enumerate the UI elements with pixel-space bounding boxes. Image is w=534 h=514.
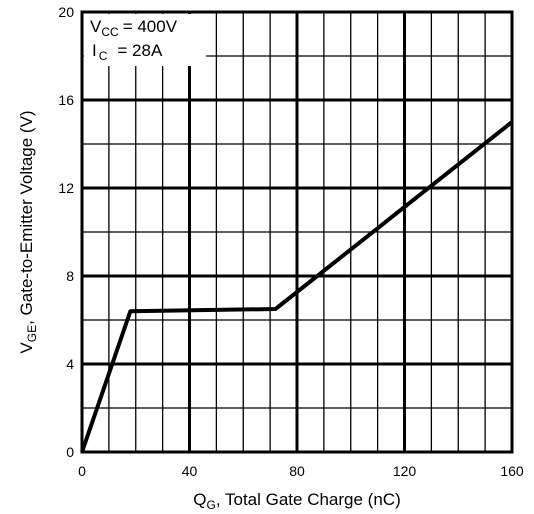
y-tick-label: 0 (66, 444, 74, 460)
x-tick-label: 80 (289, 463, 305, 479)
x-tick-label: 120 (393, 463, 417, 479)
y-tick-label: 4 (66, 356, 74, 372)
plot-frame (80, 10, 514, 454)
y-tick-label: 20 (58, 4, 74, 20)
annotation-box: VCC = 400V I C = 28A (84, 14, 206, 66)
ic-annotation: I C = 28A (92, 41, 163, 63)
annotation-background (84, 14, 206, 66)
y-tick-label: 8 (66, 268, 74, 284)
vge-vs-qg-line (80, 120, 514, 453)
grid (82, 12, 512, 452)
y-axis-label: VGE, Gate-to-Emitter Voltage (V) (17, 110, 39, 353)
y-tick-label: 12 (58, 180, 74, 196)
y-tick-labels: 0 4 8 12 16 20 (58, 4, 74, 460)
x-tick-label: 0 (78, 463, 86, 479)
x-tick-label: 160 (500, 463, 524, 479)
x-tick-label: 40 (182, 463, 198, 479)
vcc-annotation: VCC = 400V (90, 17, 178, 39)
x-tick-labels: 0 40 80 120 160 (78, 463, 524, 479)
x-axis-label: QG, Total Gate Charge (nC) (193, 490, 400, 512)
y-tick-label: 16 (58, 92, 74, 108)
